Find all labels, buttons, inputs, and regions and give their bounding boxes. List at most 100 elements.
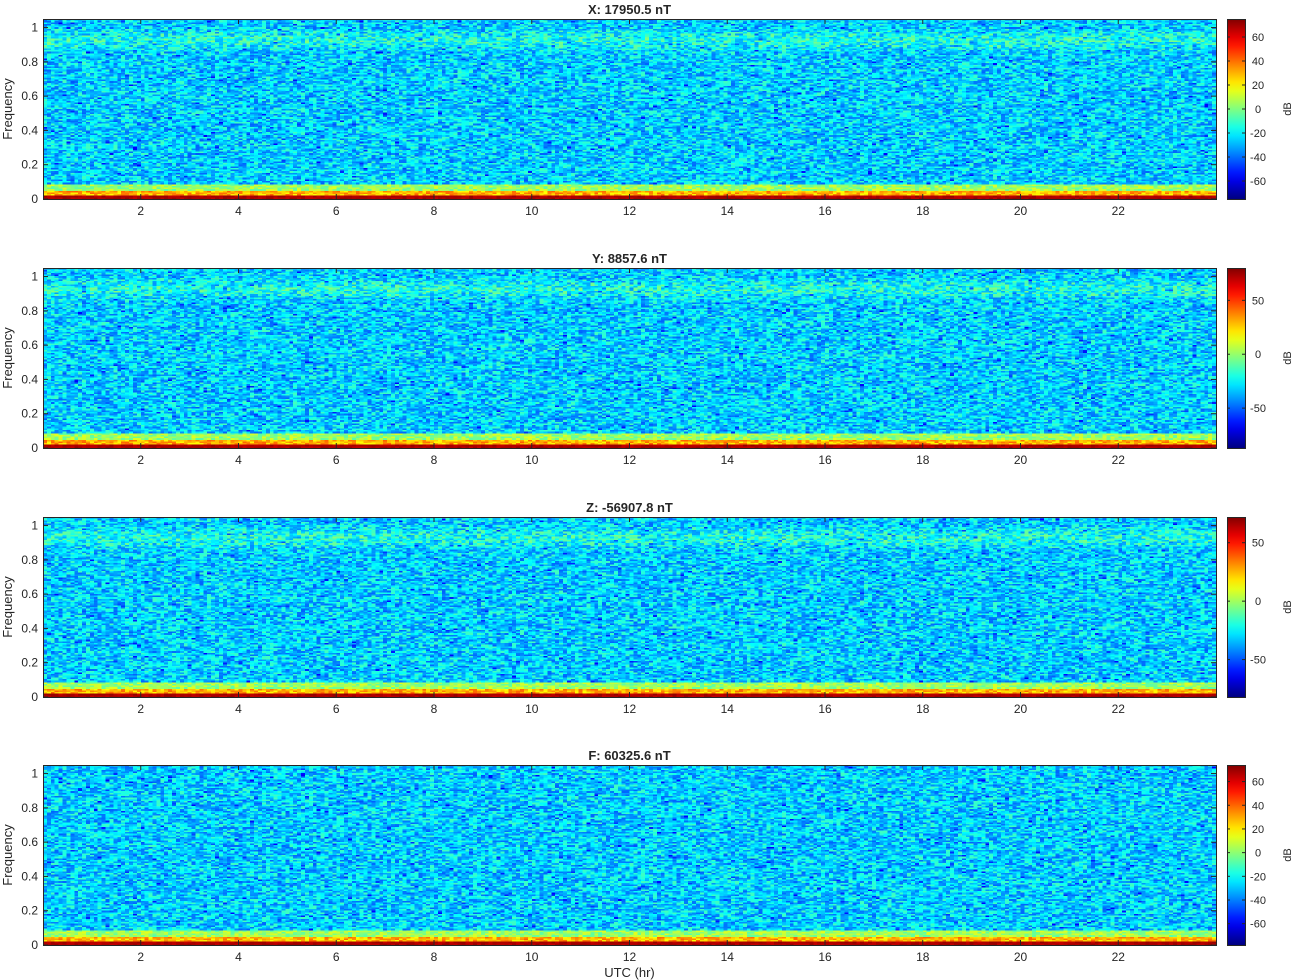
spectrogram-image (43, 268, 1216, 448)
y-tick-label: 0.6 (21, 89, 38, 103)
x-tick-label: 14 (721, 950, 735, 964)
panel-title: F: 60325.6 nT (588, 748, 670, 763)
panel-title: Y: 8857.6 nT (592, 251, 667, 266)
colorbar-tick-label: 0 (1255, 848, 1261, 860)
y-tick-label: 1 (31, 21, 38, 35)
x-tick-label: 22 (1112, 204, 1126, 218)
x-tick-label: 6 (333, 950, 340, 964)
x-tick-label: 8 (431, 204, 438, 218)
colorbar-label: dB (1282, 351, 1294, 364)
colorbar-tick-label: -50 (1250, 403, 1266, 415)
x-tick-label: 14 (721, 453, 735, 467)
x-tick-label: 22 (1112, 950, 1126, 964)
x-tick-label: 18 (916, 453, 930, 467)
x-tick-label: 4 (235, 453, 242, 467)
y-axis-label: Frequency (0, 327, 15, 389)
colorbar-label: dB (1282, 600, 1294, 613)
colorbar-label: dB (1282, 848, 1294, 861)
x-tick-label: 16 (818, 950, 832, 964)
y-tick-label: 0.6 (21, 587, 38, 601)
y-tick-label: 0.6 (21, 835, 38, 849)
y-tick-label: 0.4 (21, 123, 38, 137)
x-tick-label: 16 (818, 453, 832, 467)
colorbar (1227, 517, 1245, 697)
x-tick-label: 12 (623, 204, 637, 218)
x-tick-label: 18 (916, 204, 930, 218)
colorbar-tick-label: 20 (1252, 824, 1264, 836)
y-tick-label: 0.8 (21, 55, 38, 69)
x-tick-label: 22 (1112, 453, 1126, 467)
y-tick-label: 0 (31, 192, 38, 206)
x-tick-label: 20 (1014, 702, 1028, 716)
x-tick-label: 10 (525, 204, 539, 218)
y-tick-label: 0 (31, 441, 38, 455)
x-tick-label: 20 (1014, 204, 1028, 218)
x-tick-label: 10 (525, 950, 539, 964)
panel-2: 2 4 6 8 10 12 14 16 18 20 22 0 0.2 0.4 0.6 0.8 1 Y: 8857.… (0, 251, 1294, 467)
y-tick-label: 0.2 (21, 158, 38, 172)
panel-title: X: 17950.5 nT (588, 2, 671, 17)
colorbar-tick-label: 0 (1255, 349, 1261, 361)
x-tick-label: 10 (525, 702, 539, 716)
x-tick-label: 12 (623, 453, 637, 467)
x-tick-label: 20 (1014, 453, 1028, 467)
y-tick-label: 0.2 (21, 656, 38, 670)
x-tick-label: 8 (431, 453, 438, 467)
panel-4: 2 4 6 8 10 12 14 16 18 20 22 0 0.2 0.4 0.6 0.8 1 F: 60325… (0, 748, 1294, 980)
y-tick-label: 0 (31, 690, 38, 704)
x-tick-label: 16 (818, 204, 832, 218)
x-tick-label: 8 (431, 702, 438, 716)
colorbar-label: dB (1282, 102, 1294, 115)
x-tick-label: 4 (235, 702, 242, 716)
y-tick-label: 0.6 (21, 338, 38, 352)
x-tick-label: 12 (623, 702, 637, 716)
x-tick-label: 22 (1112, 702, 1126, 716)
x-axis-label: UTC (hr) (604, 965, 655, 980)
colorbar-tick-label: 40 (1252, 56, 1264, 68)
x-tick-label: 14 (721, 204, 735, 218)
y-tick-label: 1 (31, 270, 38, 284)
colorbar-frame (1227, 268, 1246, 449)
spectrogram-image (43, 517, 1216, 697)
y-axis-label: Frequency (0, 824, 15, 886)
x-tick-label: 6 (333, 204, 340, 218)
panel-3: 2 4 6 8 10 12 14 16 18 20 22 0 0.2 0.4 0.6 0.8 1 Z: -5690… (0, 500, 1294, 716)
y-tick-label: 0.4 (21, 869, 38, 883)
y-axis-label: Frequency (0, 78, 15, 140)
panel-1: 2 4 6 8 10 12 14 16 18 20 22 0 0.2 0.4 0.6 0.8 1 X: 17950… (0, 2, 1294, 218)
y-tick-label: 1 (31, 519, 38, 533)
colorbar-tick-label: 60 (1252, 777, 1264, 789)
x-tick-label: 18 (916, 950, 930, 964)
x-tick-label: 16 (818, 702, 832, 716)
y-tick-label: 0.2 (21, 904, 38, 918)
x-tick-label: 14 (721, 702, 735, 716)
x-tick-label: 4 (235, 950, 242, 964)
colorbar-tick-label: 0 (1255, 104, 1261, 116)
colorbar-tick-label: 40 (1252, 800, 1264, 812)
colorbar-tick-label: 50 (1252, 295, 1264, 307)
y-tick-label: 0.4 (21, 372, 38, 386)
colorbar (1227, 268, 1245, 448)
colorbar-tick-label: -20 (1250, 128, 1266, 140)
x-tick-label: 12 (623, 950, 637, 964)
colorbar-tick-label: 0 (1255, 596, 1261, 608)
colorbar-tick-label: -60 (1250, 176, 1266, 188)
y-tick-label: 0.4 (21, 621, 38, 635)
colorbar (1227, 19, 1245, 199)
colorbar-tick-label: 60 (1252, 32, 1264, 44)
colorbar-tick-label: 50 (1252, 538, 1264, 550)
y-tick-label: 1 (31, 767, 38, 781)
x-tick-label: 2 (137, 950, 144, 964)
x-tick-label: 10 (525, 453, 539, 467)
y-tick-label: 0.8 (21, 304, 38, 318)
x-tick-label: 6 (333, 702, 340, 716)
x-tick-label: 6 (333, 453, 340, 467)
y-tick-label: 0.8 (21, 553, 38, 567)
y-axis-label: Frequency (0, 576, 15, 638)
colorbar-tick-label: -40 (1250, 152, 1266, 164)
x-tick-label: 2 (137, 204, 144, 218)
x-tick-label: 18 (916, 702, 930, 716)
colorbar-tick-label: 20 (1252, 80, 1264, 92)
x-tick-label: 4 (235, 204, 242, 218)
